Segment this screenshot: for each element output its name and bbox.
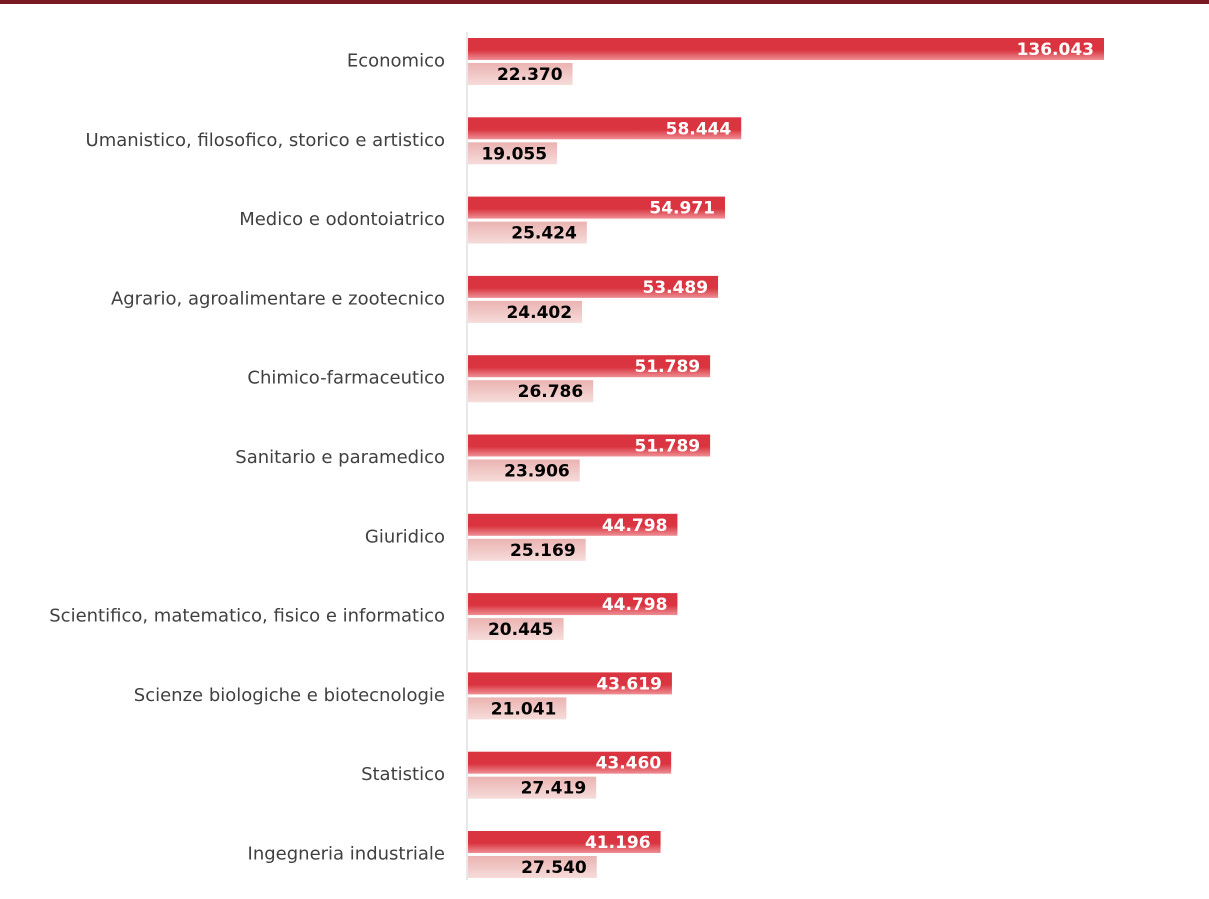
data-label-secondary: 22.370 xyxy=(497,65,563,85)
data-label-secondary: 21.041 xyxy=(491,699,557,719)
bar-primary xyxy=(468,751,672,774)
category-label: Chimico-farmaceutico xyxy=(247,368,445,389)
bar-secondary xyxy=(468,459,580,482)
data-label-secondary: 25.169 xyxy=(510,541,576,561)
category-label: Scientifico, matematico, fisico e inform… xyxy=(49,606,445,627)
data-label-primary: 51.789 xyxy=(635,357,701,377)
bar-secondary xyxy=(468,618,564,641)
data-label-primary: 44.798 xyxy=(602,516,668,536)
bar-primary xyxy=(468,513,678,536)
data-label-secondary: 20.445 xyxy=(488,620,554,640)
data-label-secondary: 27.419 xyxy=(521,779,587,799)
category-label: Medico e odontoiatrico xyxy=(239,209,445,230)
category-label: Economico xyxy=(347,51,445,72)
data-label-secondary: 25.424 xyxy=(511,224,577,244)
category-label: Ingegneria industriale xyxy=(248,844,445,865)
bar-primary xyxy=(468,593,678,616)
bar-primary xyxy=(468,196,725,219)
bar-primary xyxy=(468,831,661,853)
data-label-secondary: 19.055 xyxy=(481,144,547,164)
bar-secondary xyxy=(468,300,583,323)
data-label-primary: 43.619 xyxy=(596,674,662,694)
category-label: Statistico xyxy=(361,764,445,785)
data-label-primary: 54.971 xyxy=(649,199,715,219)
bar-secondary xyxy=(468,221,587,244)
data-label-secondary: 26.786 xyxy=(518,382,584,402)
bar-primary xyxy=(468,275,719,298)
bar-primary xyxy=(468,38,1104,60)
data-label-secondary: 27.540 xyxy=(521,858,587,878)
bar-secondary xyxy=(468,776,597,799)
data-label-primary: 51.789 xyxy=(635,437,701,457)
bar-primary xyxy=(468,672,672,695)
bar-secondary xyxy=(468,63,573,85)
data-label-primary: 44.798 xyxy=(602,595,668,615)
top-rule xyxy=(0,0,1209,4)
bar-primary xyxy=(468,434,711,457)
bar-primary xyxy=(468,355,711,378)
category-label: Scienze biologiche e biotecnologie xyxy=(134,685,445,706)
category-label: Sanitario e paramedico xyxy=(235,447,445,468)
category-label: Giuridico xyxy=(365,526,445,547)
data-label-primary: 58.444 xyxy=(666,119,732,139)
data-label-primary: 136.043 xyxy=(1017,40,1094,60)
category-label: Umanistico, filosofico, storico e artist… xyxy=(86,130,445,151)
bar-secondary xyxy=(468,380,594,403)
data-label-secondary: 24.402 xyxy=(506,303,572,323)
bar-secondary xyxy=(468,538,586,561)
data-label-primary: 41.196 xyxy=(585,833,651,853)
category-label: Agrario, agroalimentare e zootecnico xyxy=(111,288,445,309)
bar-secondary xyxy=(468,697,567,720)
data-label-primary: 43.460 xyxy=(596,754,662,774)
bar-primary xyxy=(468,117,742,140)
bar-secondary xyxy=(468,142,558,165)
data-label-primary: 53.489 xyxy=(642,278,708,298)
data-label-secondary: 23.906 xyxy=(504,462,570,482)
bar-secondary xyxy=(468,856,597,878)
